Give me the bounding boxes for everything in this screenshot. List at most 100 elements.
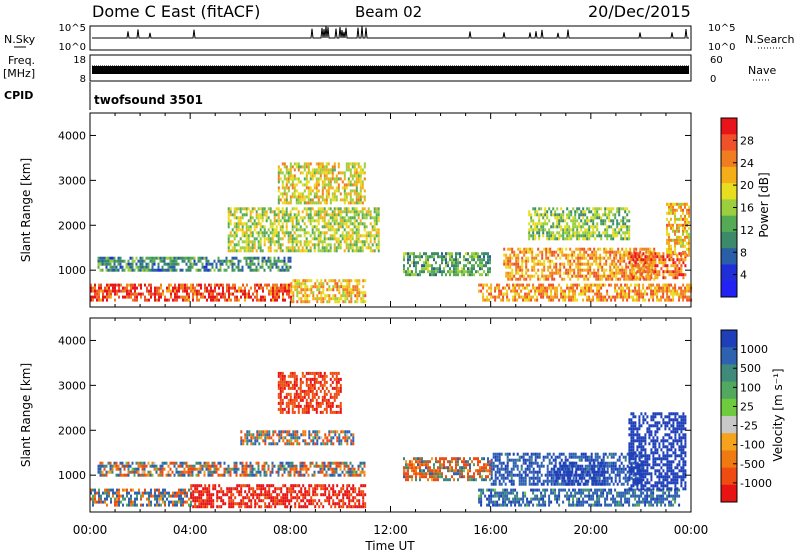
power-cell xyxy=(349,246,352,250)
power-cell xyxy=(483,252,485,256)
power-cell xyxy=(615,250,618,254)
power-cell xyxy=(343,189,346,193)
power-cell xyxy=(672,223,674,227)
power-cell xyxy=(503,247,506,251)
power-cell xyxy=(586,298,589,302)
vel-cell xyxy=(167,470,170,474)
power-cell xyxy=(105,268,108,272)
power-cell xyxy=(610,295,613,299)
power-cell xyxy=(339,171,342,175)
power-cell xyxy=(583,256,586,260)
power-cell xyxy=(113,265,116,269)
vel-cell xyxy=(289,461,292,465)
vel-cell xyxy=(199,470,202,474)
power-cell xyxy=(616,225,619,229)
power-cell xyxy=(682,238,684,242)
power-cell xyxy=(147,268,150,272)
vel-cell xyxy=(135,467,138,471)
power-cell xyxy=(296,291,299,295)
power-cell xyxy=(465,264,467,268)
power-cell xyxy=(528,231,531,235)
power-cell xyxy=(596,228,599,232)
power-cell xyxy=(650,255,653,259)
vel-cell xyxy=(178,497,180,501)
power-cell xyxy=(597,271,600,275)
vel-cell xyxy=(166,491,168,495)
vel-cell xyxy=(127,467,130,471)
vel-cell xyxy=(119,473,122,477)
vel-cell xyxy=(223,467,226,471)
power-cell xyxy=(539,259,542,263)
vel-cell xyxy=(108,494,110,498)
power-cell xyxy=(271,240,274,244)
vel-cell xyxy=(133,467,136,471)
power-cell xyxy=(538,228,541,232)
vel-cell xyxy=(290,499,293,503)
power-cell xyxy=(636,252,639,256)
vel-cell xyxy=(168,491,170,495)
vel-cell xyxy=(358,493,361,497)
power-cell xyxy=(527,268,530,272)
power-cell xyxy=(126,289,128,293)
power-cell xyxy=(220,295,222,299)
power-cell xyxy=(148,283,150,287)
vel-cell xyxy=(304,493,307,497)
power-cell xyxy=(332,288,335,292)
power-cell xyxy=(532,207,535,211)
power-cell xyxy=(668,298,671,302)
power-cell xyxy=(573,274,576,278)
power-cell xyxy=(616,283,619,287)
power-cell xyxy=(455,255,457,259)
vel-cell xyxy=(171,470,174,474)
power-cell xyxy=(439,264,441,268)
power-cell xyxy=(344,300,347,304)
power-cell xyxy=(662,289,665,293)
power-cell xyxy=(648,298,651,302)
power-cell xyxy=(656,298,659,302)
power-cell xyxy=(528,292,531,296)
power-cell xyxy=(210,286,212,290)
vel-cell xyxy=(332,490,335,494)
power-cell xyxy=(361,210,364,214)
power-cell xyxy=(609,268,612,272)
power-cell xyxy=(291,249,294,253)
power-cell xyxy=(225,262,228,266)
power-cell xyxy=(594,225,597,229)
power-cell xyxy=(321,231,324,235)
power-cell xyxy=(277,186,280,190)
power-cell xyxy=(325,198,328,202)
power-cell xyxy=(338,285,341,289)
vel-cell xyxy=(197,473,200,477)
power-cell xyxy=(336,285,339,289)
power-cell xyxy=(672,286,675,290)
power-cell xyxy=(339,207,342,211)
vel-cell xyxy=(191,470,194,474)
power-cell xyxy=(299,228,302,232)
vel-cell xyxy=(293,470,296,474)
power-cell xyxy=(289,256,292,260)
power-cell xyxy=(277,177,280,181)
power-cell xyxy=(229,262,232,266)
power-cell xyxy=(355,213,358,217)
power-cell xyxy=(612,231,615,235)
power-cell xyxy=(321,180,324,184)
power-cell xyxy=(127,265,130,269)
power-cell xyxy=(324,294,327,298)
power-cell xyxy=(301,219,304,223)
power-cell xyxy=(178,283,180,287)
power-cell xyxy=(591,250,594,254)
power-cell xyxy=(290,285,293,289)
power-cell xyxy=(682,273,685,277)
power-cell xyxy=(363,234,366,238)
power-cell xyxy=(611,268,614,272)
power-cell xyxy=(237,222,240,226)
power-cell xyxy=(293,195,296,199)
power-cell xyxy=(247,207,250,211)
vel-cell xyxy=(306,505,309,509)
power-cell xyxy=(305,225,308,229)
power-cell xyxy=(220,292,222,296)
power-cell xyxy=(479,264,481,268)
power-cell xyxy=(630,258,633,262)
power-cell xyxy=(670,208,672,212)
vel-cell xyxy=(313,464,316,468)
